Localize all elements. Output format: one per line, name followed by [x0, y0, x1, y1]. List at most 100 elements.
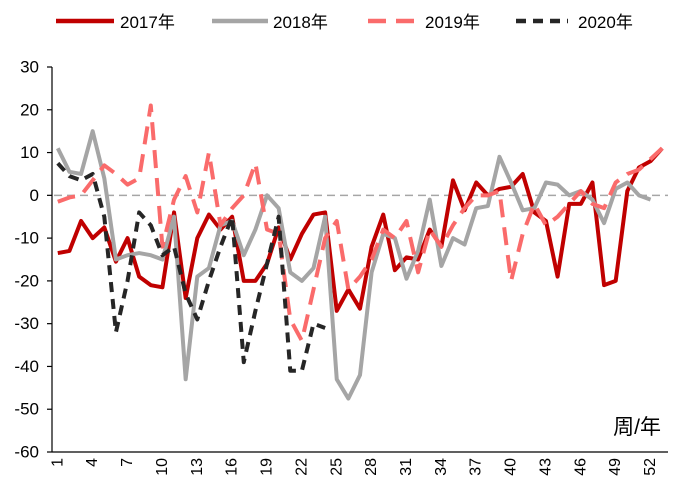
x-tick-label: 1	[49, 458, 66, 467]
data-point-2020-week-8	[137, 210, 141, 214]
data-point-2017-week-27	[358, 307, 362, 311]
data-point-2019-week-37	[474, 193, 478, 197]
data-point-2019-week-15	[219, 223, 223, 227]
data-point-2018-week-44	[556, 183, 560, 187]
data-point-2018-week-38	[486, 204, 490, 208]
x-tick-label: 31	[398, 458, 415, 476]
data-point-2020-week-9	[149, 223, 153, 227]
data-point-2018-week-36	[463, 243, 467, 247]
data-point-2018-week-21	[288, 270, 292, 274]
data-point-2017-week-35	[451, 178, 455, 182]
data-point-2019-week-35	[451, 223, 455, 227]
x-tick-label: 25	[328, 458, 345, 476]
data-point-2019-week-38	[486, 193, 490, 197]
data-point-2017-week-4	[91, 236, 95, 240]
data-point-2019-week-41	[521, 232, 525, 236]
data-point-2019-week-19	[265, 228, 269, 232]
y-tick-label: -20	[14, 271, 39, 290]
data-point-2018-week-5	[102, 176, 106, 180]
data-point-2017-week-41	[521, 172, 525, 176]
data-point-2020-week-18	[253, 309, 257, 313]
data-point-2020-week-13	[195, 317, 199, 321]
data-point-2020-week-16	[230, 215, 234, 219]
data-point-2020-week-19	[265, 262, 269, 266]
data-point-2018-week-40	[509, 181, 513, 185]
data-point-2019-week-13	[195, 210, 199, 214]
legend-item-2018: 2018年	[212, 13, 328, 32]
y-tick-label: -40	[14, 357, 39, 376]
data-point-2018-week-6	[114, 258, 118, 262]
data-point-2019-week-25	[335, 219, 339, 223]
data-point-2017-week-5	[102, 225, 106, 229]
data-point-2020-week-10	[160, 253, 164, 257]
data-point-2020-week-4	[91, 172, 95, 176]
data-point-2019-week-3	[79, 193, 83, 197]
data-point-2018-week-52	[649, 198, 653, 202]
data-point-2017-week-37	[474, 181, 478, 185]
legend: 2017年 2018年 2019年 2020年	[56, 13, 633, 32]
data-point-2018-week-19	[265, 193, 269, 197]
data-point-2020-week-3	[79, 178, 83, 182]
data-point-2019-week-34	[439, 245, 443, 249]
y-tick-label: 0	[30, 186, 39, 205]
data-point-2018-week-18	[253, 228, 257, 232]
data-point-2018-week-31	[404, 277, 408, 281]
data-point-2017-week-24	[323, 210, 327, 214]
data-point-2019-week-46	[579, 189, 583, 193]
x-tick-label: 52	[642, 458, 659, 476]
data-point-2019-week-26	[346, 287, 350, 291]
data-point-2020-week-11	[172, 245, 176, 249]
data-point-2018-week-2	[67, 170, 71, 174]
data-point-2019-week-31	[404, 219, 408, 223]
data-point-2019-week-6	[114, 172, 118, 176]
x-tick-label: 40	[503, 458, 520, 476]
data-point-2017-week-1	[56, 251, 60, 255]
y-tick-label: -60	[14, 443, 39, 462]
data-point-2017-week-17	[242, 279, 246, 283]
data-point-2017-week-25	[335, 309, 339, 313]
data-point-2019-week-1	[56, 200, 60, 204]
data-point-2020-week-23	[312, 322, 316, 326]
data-point-2018-week-8	[137, 251, 141, 255]
data-point-2019-week-4	[91, 178, 95, 182]
x-tick-label: 7	[119, 458, 136, 467]
data-point-2019-week-21	[288, 317, 292, 321]
x-tick-label: 13	[189, 458, 206, 476]
data-point-2019-week-42	[532, 202, 536, 206]
data-point-2017-week-30	[393, 268, 397, 272]
legend-item-2020: 2020年	[516, 13, 633, 32]
y-tick-label: 20	[20, 100, 39, 119]
data-point-2017-week-46	[579, 202, 583, 206]
data-point-2018-week-32	[416, 249, 420, 253]
data-point-2017-week-31	[404, 255, 408, 259]
data-point-2017-week-14	[207, 213, 211, 217]
data-point-2019-week-9	[149, 104, 153, 108]
data-point-2019-week-44	[556, 215, 560, 219]
y-tick-label: 10	[20, 143, 39, 162]
data-point-2017-week-28	[370, 245, 374, 249]
data-point-2018-week-17	[242, 253, 246, 257]
data-point-2018-week-47	[590, 198, 594, 202]
data-point-2017-week-8	[137, 275, 141, 279]
series-line-2018	[56, 129, 652, 401]
data-point-2020-week-5	[102, 215, 106, 219]
data-point-2017-week-44	[556, 275, 560, 279]
data-point-2018-week-43	[544, 181, 548, 185]
data-point-2019-week-30	[393, 236, 397, 240]
data-point-2019-week-53	[660, 146, 664, 150]
data-point-2018-week-13	[195, 275, 199, 279]
data-point-2018-week-4	[91, 129, 95, 133]
series-points-2018	[56, 129, 653, 400]
data-point-2019-week-47	[590, 202, 594, 206]
data-point-2019-week-50	[625, 172, 629, 176]
series-line-2020	[56, 161, 326, 373]
data-point-2018-week-12	[184, 377, 188, 381]
data-point-2018-week-14	[207, 266, 211, 270]
data-point-2020-week-24	[323, 326, 327, 330]
data-point-2017-week-2	[67, 249, 71, 253]
data-point-2018-week-41	[521, 208, 525, 212]
data-point-2019-week-40	[509, 279, 513, 283]
y-tick-label: 30	[20, 58, 39, 77]
data-point-2017-week-13	[195, 236, 199, 240]
series-points-2017	[56, 146, 664, 313]
